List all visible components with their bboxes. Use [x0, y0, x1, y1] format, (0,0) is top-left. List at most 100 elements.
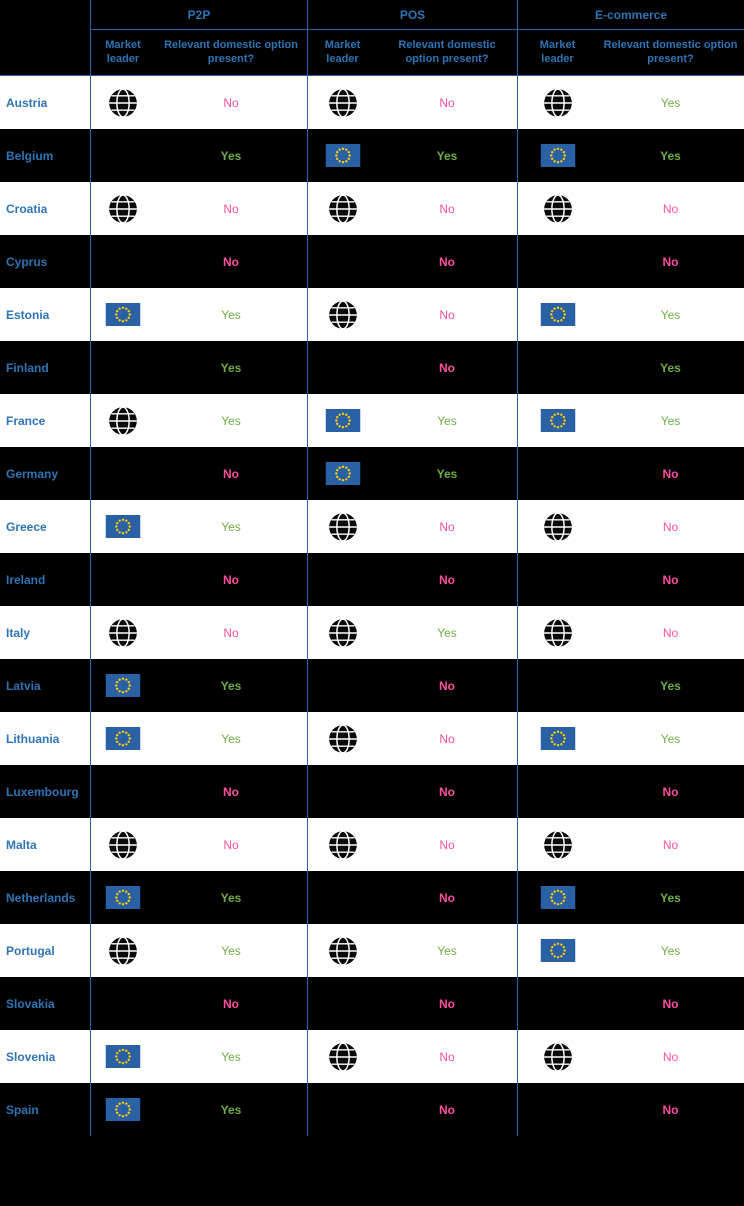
p2p-domestic-option-cell: No [155, 235, 307, 288]
domestic-option-value: No [223, 254, 239, 269]
pos-market-leader-cell [307, 394, 377, 447]
ecommerce-market-leader-cell [517, 712, 597, 765]
market-leader-table: P2P POS E-commerce Market leader Relevan… [0, 0, 744, 1136]
pos-market-leader-cell [307, 871, 377, 924]
ecommerce-market-leader-cell [517, 447, 597, 500]
subheader-pos-market-leader: Market leader [307, 30, 377, 76]
ecommerce-market-leader-cell [517, 500, 597, 553]
domestic-option-value: No [439, 678, 455, 693]
pos-market-leader-cell [307, 712, 377, 765]
domestic-option-value: Yes [660, 413, 681, 428]
pos-domestic-option-cell: No [377, 659, 517, 712]
pos-domestic-option-cell: Yes [377, 447, 517, 500]
domestic-option-value: No [662, 625, 679, 640]
eu-flag-icon [540, 886, 575, 909]
domestic-option-value: No [439, 890, 455, 905]
subheader-ecommerce-market-leader: Market leader [517, 30, 597, 76]
globe-icon [328, 299, 357, 330]
domestic-option-value: No [439, 1049, 455, 1064]
domestic-option-value: Yes [437, 625, 457, 640]
pos-domestic-option-cell: No [377, 235, 517, 288]
eu-flag-icon [540, 727, 575, 750]
pos-domestic-option-cell: Yes [377, 924, 517, 977]
eu-flag-icon [540, 939, 575, 962]
ecommerce-market-leader-cell [517, 1030, 597, 1083]
ecommerce-domestic-option-cell: Yes [597, 871, 744, 924]
globe-icon [543, 193, 572, 224]
ecommerce-domestic-option-cell: No [597, 1083, 744, 1136]
domestic-option-value: Yes [660, 95, 681, 110]
pos-market-leader-cell [307, 500, 377, 553]
eu-flag-icon [105, 1098, 141, 1121]
domestic-option-value: No [662, 837, 679, 852]
pos-market-leader-cell [307, 977, 377, 1030]
domestic-option-value: Yes [437, 413, 457, 428]
eu-flag-icon [540, 303, 575, 326]
p2p-market-leader-cell [90, 1083, 155, 1136]
ecommerce-domestic-option-cell: No [597, 182, 744, 235]
country-label: Greece [0, 500, 90, 553]
ecommerce-market-leader-cell [517, 924, 597, 977]
domestic-option-value: No [662, 466, 679, 481]
domestic-option-value: No [439, 572, 455, 587]
country-label: Portugal [0, 924, 90, 977]
domestic-option-value: Yes [220, 360, 242, 375]
pos-market-leader-cell [307, 659, 377, 712]
domestic-option-value: Yes [437, 943, 457, 958]
domestic-option-value: Yes [221, 1049, 241, 1064]
p2p-market-leader-cell [90, 447, 155, 500]
pos-market-leader-cell [307, 129, 377, 182]
globe-icon [109, 87, 137, 118]
globe-icon [328, 511, 357, 542]
domestic-option-value: No [662, 254, 679, 269]
pos-market-leader-cell [307, 924, 377, 977]
p2p-market-leader-cell [90, 235, 155, 288]
domestic-option-value: Yes [660, 360, 681, 375]
country-label: Croatia [0, 182, 90, 235]
country-label: Netherlands [0, 871, 90, 924]
p2p-market-leader-cell [90, 341, 155, 394]
pos-domestic-option-cell: No [377, 712, 517, 765]
p2p-domestic-option-cell: Yes [155, 712, 307, 765]
ecommerce-domestic-option-cell: No [597, 765, 744, 818]
domestic-option-value: No [223, 837, 239, 852]
pos-market-leader-cell [307, 182, 377, 235]
domestic-option-value: Yes [221, 519, 241, 534]
p2p-domestic-option-cell: Yes [155, 871, 307, 924]
country-label: Germany [0, 447, 90, 500]
domestic-option-value: Yes [660, 678, 681, 693]
eu-flag-icon [325, 462, 360, 485]
country-label: Ireland [0, 553, 90, 606]
pos-market-leader-cell [307, 1030, 377, 1083]
pos-domestic-option-cell: No [377, 1083, 517, 1136]
domestic-option-value: No [662, 519, 679, 534]
domestic-option-value: Yes [220, 1102, 242, 1117]
globe-icon [109, 935, 137, 966]
p2p-market-leader-cell [90, 129, 155, 182]
pos-market-leader-cell [307, 235, 377, 288]
ecommerce-domestic-option-cell: Yes [597, 288, 744, 341]
domestic-option-value: No [439, 307, 455, 322]
pos-domestic-option-cell: No [377, 182, 517, 235]
globe-icon [328, 723, 357, 754]
pos-market-leader-cell [307, 341, 377, 394]
p2p-domestic-option-cell: Yes [155, 924, 307, 977]
domestic-option-value: Yes [660, 943, 681, 958]
p2p-domestic-option-cell: No [155, 818, 307, 871]
p2p-domestic-option-cell: No [155, 447, 307, 500]
p2p-market-leader-cell [90, 500, 155, 553]
pos-domestic-option-cell: No [377, 553, 517, 606]
eu-flag-icon [105, 886, 141, 909]
ecommerce-market-leader-cell [517, 606, 597, 659]
globe-icon [328, 829, 357, 860]
ecommerce-market-leader-cell [517, 182, 597, 235]
pos-domestic-option-cell: No [377, 500, 517, 553]
domestic-option-value: No [223, 201, 239, 216]
domestic-option-value: Yes [436, 148, 458, 163]
p2p-domestic-option-cell: No [155, 977, 307, 1030]
domestic-option-value: No [439, 519, 455, 534]
ecommerce-domestic-option-cell: Yes [597, 129, 744, 182]
domestic-option-value: Yes [221, 943, 241, 958]
globe-icon [328, 1041, 357, 1072]
eu-flag-icon [325, 144, 360, 167]
